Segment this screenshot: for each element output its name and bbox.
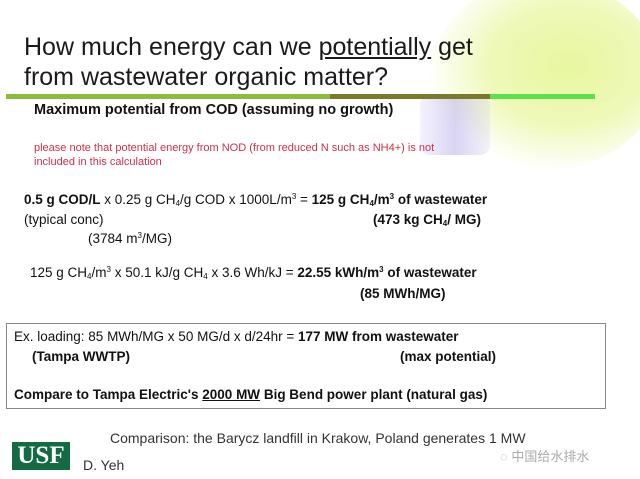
usf-logo: USF [12, 442, 70, 470]
note: please note that potential energy from N… [34, 142, 435, 168]
box-max-potential: (max potential) [400, 349, 497, 364]
example-box [6, 323, 606, 409]
lightbulb-image [430, 0, 640, 170]
typical-conc: (typical conc) [24, 212, 104, 227]
watermark: ◌ 中国给水排水 [500, 449, 590, 464]
divider-olive [330, 94, 490, 99]
wechat-icon: ◌ [500, 449, 512, 464]
box-line-1: Ex. loading: 85 MWh/MG x 50 MG/d x d/24h… [14, 329, 459, 344]
volume-conversion: (3784 m3/MG) [88, 231, 172, 246]
bulb-socket-image [420, 95, 490, 155]
divider-bright [490, 94, 595, 99]
equation-1: 0.5 g COD/L x 0.25 g CH4/g COD x 1000L/m… [24, 192, 488, 208]
equation-2: 125 g CH4/m3 x 50.1 kJ/g CH4 x 3.6 Wh/kJ… [30, 265, 477, 281]
subtitle: Maximum potential from COD (assuming no … [34, 102, 394, 118]
kg-per-mg: (473 kg CH4/ MG) [373, 212, 481, 228]
author: D. Yeh [83, 457, 125, 473]
box-compare: Compare to Tampa Electric's 2000 MW Big … [14, 387, 488, 402]
slide-title-line1: How much energy can we potentially get [24, 33, 473, 61]
divider-green [6, 94, 330, 99]
slide-title-line2: from wastewater organic matter? [24, 63, 389, 91]
comparison-note: Comparison: the Barycz landfill in Krako… [110, 430, 526, 446]
box-tampa: (Tampa WWTP) [32, 349, 130, 364]
mwh-per-mg: (85 MWh/MG) [360, 286, 446, 301]
